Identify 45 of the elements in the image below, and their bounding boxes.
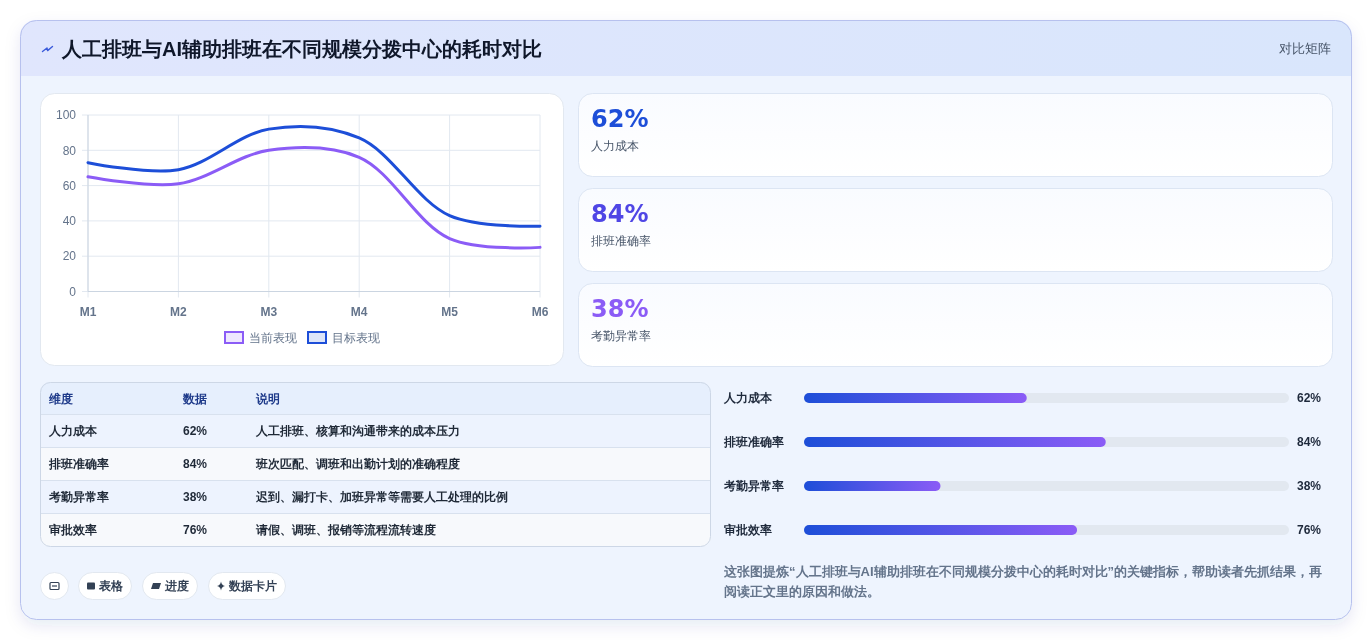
text: 人力成本	[591, 139, 639, 153]
data-label: 62%	[1297, 391, 1322, 406]
legend-label: 目标表现	[332, 330, 380, 345]
data-label: 76%	[1297, 523, 1322, 538]
text: 数据卡片	[228, 579, 277, 594]
text: 数据	[182, 391, 207, 406]
text: 迟到、漏打卡、加班异常等需要人工处理的比例	[255, 490, 508, 504]
y-tick-label: 人力成本	[723, 391, 773, 406]
text: 表格	[98, 579, 124, 594]
x-tick-label: M3	[260, 305, 278, 319]
y-tick-label: 60	[62, 178, 77, 193]
y-tick-label: 审批效率	[724, 523, 772, 538]
text: 进度	[164, 579, 189, 594]
text: 维度	[48, 391, 73, 406]
x-tick-label: M2	[170, 305, 188, 319]
data-label: 84%	[1297, 435, 1322, 450]
text: 人工排班、核算和沟通带来的成本压力	[255, 424, 460, 438]
text: 84%	[591, 200, 649, 228]
text: 考勤异常率	[591, 329, 651, 343]
text: 请假、调班、报销等流程流转速度	[255, 523, 436, 537]
text: 62%	[183, 424, 208, 438]
text: 排班准确率	[591, 234, 651, 248]
text: 84%	[183, 457, 208, 471]
y-tick-label: 0	[69, 284, 77, 299]
y-tick-label: 80	[62, 143, 77, 158]
x-tick-label: M1	[79, 305, 97, 319]
text: 76%	[183, 523, 208, 537]
y-tick-label: 100	[55, 108, 77, 123]
x-tick-label: M6	[531, 305, 549, 319]
x-tick-label: M4	[350, 305, 368, 319]
x-tick-label: M5	[441, 305, 459, 319]
legend-label: 当前表现	[249, 330, 297, 345]
y-tick-label: 20	[62, 249, 77, 264]
text: 62%	[591, 105, 649, 133]
text: 对比矩阵	[1279, 41, 1331, 56]
text: 38%	[183, 490, 208, 504]
text: 班次匹配、调班和出勤计划的准确程度	[255, 457, 460, 471]
data-label: 38%	[1297, 479, 1322, 494]
text: 说明	[255, 391, 280, 406]
y-tick-label: 40	[62, 214, 77, 229]
text: 人工排班与AI辅助排班在不同规模分拨中心的耗时对比	[61, 38, 542, 60]
text: 这张图提炼“人工排班与AI辅助排班在不同规模分拨中心的耗时对比”的关键指标，帮助读者先抓结果，再阅读正文里的原因和做法。	[723, 564, 1322, 599]
y-tick-label: 考勤异常率	[723, 479, 784, 494]
text: 38%	[591, 295, 649, 323]
y-tick-label: 排班准确率	[723, 435, 784, 450]
